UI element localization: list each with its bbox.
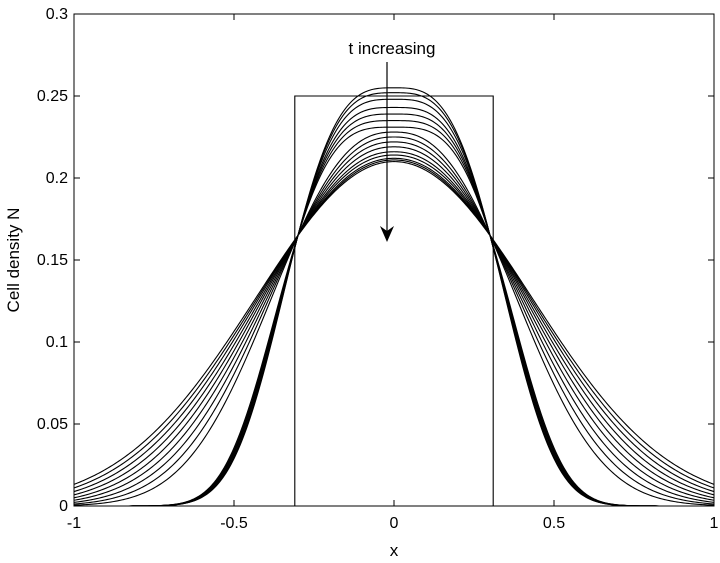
- y-tick-label: 0.15: [37, 252, 68, 269]
- series-profile-8: [73, 131, 715, 506]
- y-tick-label: 0.25: [37, 88, 68, 105]
- y-tick-label: 0.1: [46, 334, 68, 351]
- x-tick-label: -0.5: [220, 515, 248, 532]
- series-profile-7: [74, 126, 714, 507]
- ticks: [73, 13, 715, 507]
- annotation-arrow-head: [380, 226, 394, 242]
- series-profile-11: [73, 146, 715, 501]
- series-profile-13: [73, 154, 715, 496]
- series-profile-12: [73, 151, 715, 499]
- series-profile-14: [73, 157, 715, 493]
- x-tick-label: 0.5: [543, 515, 565, 532]
- series-initial-condition: [294, 95, 494, 506]
- series-profile-10: [73, 141, 715, 503]
- series-profile-5: [74, 113, 714, 507]
- series-profile-4: [74, 106, 714, 507]
- x-tick-label: -1: [67, 515, 81, 532]
- y-tick-label: 0.2: [46, 170, 68, 187]
- tick-labels: -1 -0.5 0 0.5 1 0 0.05 0.1 0.15 0.2 0.25 0.3: [37, 6, 719, 532]
- x-axis-label: x: [390, 541, 399, 560]
- series-profile-16: [73, 161, 715, 485]
- series-profile-15: [73, 159, 715, 489]
- y-tick-label: 0: [59, 498, 68, 515]
- series-profile-9: [73, 136, 715, 505]
- plot-lines: [73, 87, 715, 507]
- y-tick-label: 0.05: [37, 416, 68, 433]
- series-profile-6: [74, 120, 714, 507]
- x-tick-label: 1: [710, 515, 719, 532]
- y-axis-label: Cell density N: [4, 208, 23, 313]
- x-tick-label: 0: [390, 515, 399, 532]
- y-tick-label: 0.3: [46, 6, 68, 23]
- annotation-text: t increasing: [349, 39, 436, 58]
- annotation: t increasing: [349, 39, 436, 242]
